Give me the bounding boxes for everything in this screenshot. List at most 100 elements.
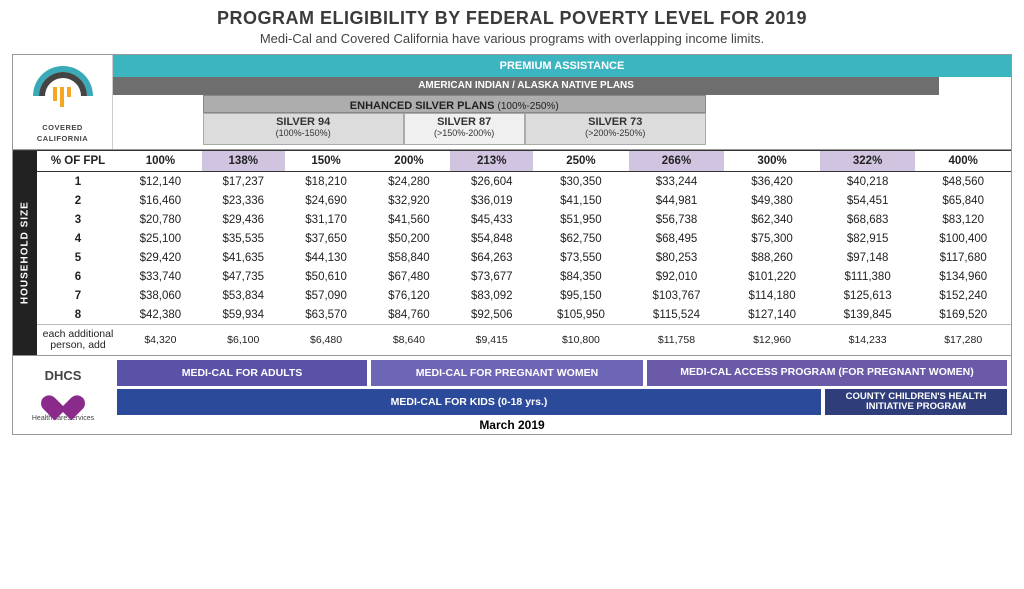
chart-container: COVERED CALIFORNIA PREMIUM ASSISTANCE AM…	[12, 54, 1012, 150]
cell: $103,767	[629, 286, 725, 305]
s87-label: SILVER 87	[437, 116, 491, 128]
header-col: 300%	[724, 151, 820, 172]
band-medical-adults: MEDI-CAL FOR ADULTS	[117, 360, 367, 386]
cell: $24,280	[367, 172, 450, 192]
band-enhanced: ENHANCED SILVER PLANS (100%-250%)	[203, 95, 706, 113]
cell: $105,950	[533, 305, 629, 325]
cell: $73,550	[533, 248, 629, 267]
band-silver-73: SILVER 73 (>200%-250%)	[525, 113, 706, 145]
cell: $68,495	[629, 229, 725, 248]
band-cchip: COUNTY CHILDREN'S HEALTH INITIATIVE PROG…	[825, 389, 1007, 415]
table-row: 8$42,380$59,934$63,570$84,760$92,506$105…	[37, 305, 1011, 325]
cell: $20,780	[119, 210, 202, 229]
cell: $49,380	[724, 191, 820, 210]
row-label: 1	[37, 172, 119, 192]
cell: $50,610	[285, 267, 368, 286]
cell: $115,524	[629, 305, 725, 325]
band-medical-pregnant: MEDI-CAL FOR PREGNANT WOMEN	[371, 360, 643, 386]
cell: $59,934	[202, 305, 285, 325]
cell: $68,683	[820, 210, 916, 229]
logo-text-1: COVERED	[42, 123, 83, 132]
cell: $64,263	[450, 248, 533, 267]
cell: $48,560	[915, 172, 1011, 192]
cell: $88,260	[724, 248, 820, 267]
cell: $50,200	[367, 229, 450, 248]
header-col: 213%	[450, 151, 533, 172]
band-premium: PREMIUM ASSISTANCE	[113, 55, 1011, 77]
bottom-section: DHCS HealthCareServices MEDI-CAL FOR ADU…	[12, 356, 1012, 435]
header-col: 322%	[820, 151, 916, 172]
fpl-table: % OF FPL100%138%150%200%213%250%266%300%…	[37, 150, 1011, 355]
cell: $101,220	[724, 267, 820, 286]
cell: $36,420	[724, 172, 820, 192]
heart-icon	[48, 385, 78, 413]
table-wrap: HOUSEHOLD SIZE % OF FPL100%138%150%200%2…	[12, 150, 1012, 356]
row-label: 3	[37, 210, 119, 229]
cell: $84,760	[367, 305, 450, 325]
header-col: 150%	[285, 151, 368, 172]
cell: $73,677	[450, 267, 533, 286]
cell: $62,750	[533, 229, 629, 248]
cell: $82,915	[820, 229, 916, 248]
cell: $31,170	[285, 210, 368, 229]
silver-row: SILVER 94 (100%-150%) SILVER 87 (>150%-2…	[203, 113, 706, 145]
cell: $42,380	[119, 305, 202, 325]
cell: $54,451	[820, 191, 916, 210]
row-label: 6	[37, 267, 119, 286]
cell: $57,090	[285, 286, 368, 305]
cell: $44,981	[629, 191, 725, 210]
cell: $37,650	[285, 229, 368, 248]
header-col: 138%	[202, 151, 285, 172]
row-label: 7	[37, 286, 119, 305]
band-aian: AMERICAN INDIAN / ALASKA NATIVE PLANS	[113, 77, 939, 95]
band-medical-access: MEDI-CAL ACCESS PROGRAM (FOR PREGNANT WO…	[647, 360, 1007, 386]
cell: $45,433	[450, 210, 533, 229]
s73-label: SILVER 73	[588, 116, 642, 128]
table-body: 1$12,140$17,237$18,210$24,280$26,604$30,…	[37, 172, 1011, 356]
cell: $63,570	[285, 305, 368, 325]
header-row: % OF FPL100%138%150%200%213%250%266%300%…	[37, 151, 1011, 172]
cell: $41,150	[533, 191, 629, 210]
header-col: 266%	[629, 151, 725, 172]
cell: $58,840	[367, 248, 450, 267]
row-label: 5	[37, 248, 119, 267]
cell: $125,613	[820, 286, 916, 305]
cell: $38,060	[119, 286, 202, 305]
cell: $139,845	[820, 305, 916, 325]
cell: $75,300	[724, 229, 820, 248]
header-col: 250%	[533, 151, 629, 172]
table-row: 7$38,060$53,834$57,090$76,120$83,092$95,…	[37, 286, 1011, 305]
cell: $134,960	[915, 267, 1011, 286]
cell: $33,244	[629, 172, 725, 192]
dhcs-text: DHCS	[45, 368, 82, 383]
cell: $12,140	[119, 172, 202, 192]
band-enhanced-label: ENHANCED SILVER PLANS	[350, 100, 495, 112]
header-col: 100%	[119, 151, 202, 172]
cell: $84,350	[533, 267, 629, 286]
cell: $152,240	[915, 286, 1011, 305]
cell: $47,735	[202, 267, 285, 286]
header-col: 200%	[367, 151, 450, 172]
cell: $29,436	[202, 210, 285, 229]
addl-label: each additional person, add	[37, 325, 119, 356]
cell: $35,535	[202, 229, 285, 248]
cell: $6,100	[202, 325, 285, 356]
cell: $29,420	[119, 248, 202, 267]
cell: $16,460	[119, 191, 202, 210]
cell: $6,480	[285, 325, 368, 356]
covered-ca-logo: COVERED CALIFORNIA	[13, 55, 113, 149]
table-row: 3$20,780$29,436$31,170$41,560$45,433$51,…	[37, 210, 1011, 229]
cell: $97,148	[820, 248, 916, 267]
cell: $41,560	[367, 210, 450, 229]
cell: $9,415	[450, 325, 533, 356]
header-label: % OF FPL	[37, 151, 119, 172]
cell: $100,400	[915, 229, 1011, 248]
page-title: PROGRAM ELIGIBILITY BY FEDERAL POVERTY L…	[12, 8, 1012, 29]
cell: $25,100	[119, 229, 202, 248]
date-label: March 2019	[17, 418, 1007, 432]
cell: $80,253	[629, 248, 725, 267]
cell: $10,800	[533, 325, 629, 356]
band-silver-87: SILVER 87 (>150%-200%)	[404, 113, 525, 145]
cell: $51,950	[533, 210, 629, 229]
household-size-label: HOUSEHOLD SIZE	[13, 150, 37, 355]
